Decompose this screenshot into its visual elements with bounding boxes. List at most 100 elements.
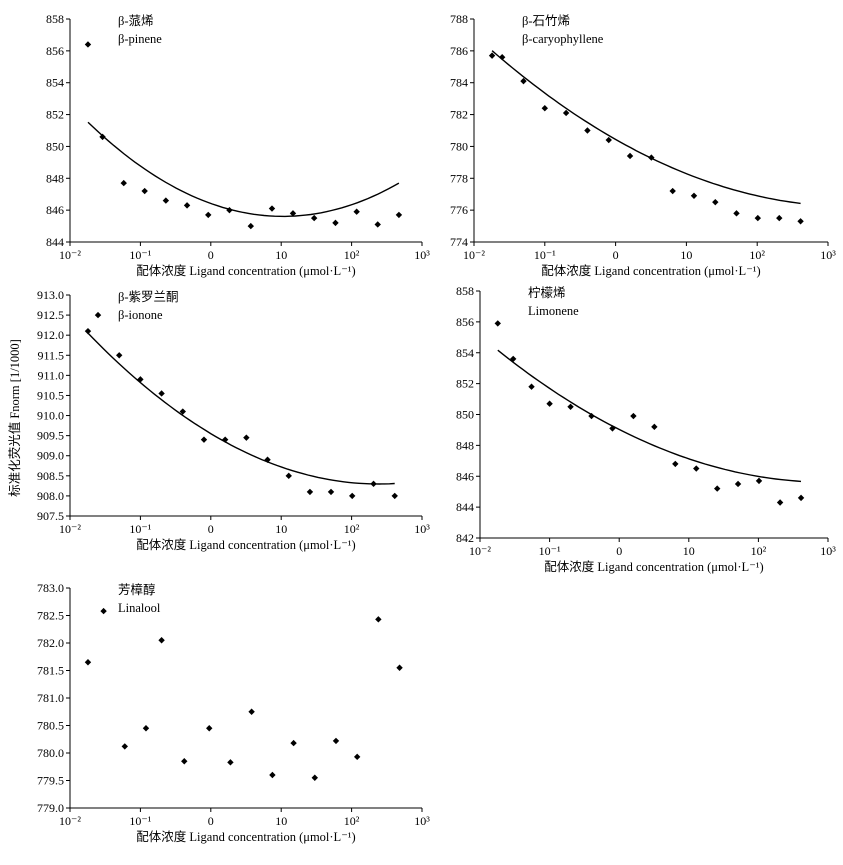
data-point [630,412,637,420]
x-tick-label: 10 [275,522,287,536]
data-point [588,412,595,420]
data-point [162,197,170,204]
x-axis-label: 配体浓度 Ligand concentration (μmol·L⁻¹) [136,829,355,844]
x-tick-label: 10³ [820,248,836,262]
data-point [84,41,92,48]
data-point [714,485,721,492]
data-point [116,352,123,359]
x-tick-label: 10 [275,248,287,262]
x-axis-label: 配体浓度 Ligand concentration (μmol·L⁻¹) [136,537,355,552]
data-point [227,759,234,766]
y-tick-label: 908.5 [37,469,64,483]
data-point [626,152,634,160]
chart-panel-3: 907.5 908.0 908.5 909.0 909.5 910.0 910.5 911.0… [37,288,430,552]
y-tick-label: 910.0 [37,409,64,423]
y-tick-label: 782 [450,108,468,122]
data-point [488,52,496,59]
data-point [332,219,339,227]
y-tick-label: 778 [450,171,468,185]
x-tick-label: 10⁻² [59,814,81,828]
y-tick-label: 842 [456,531,474,545]
data-point [776,214,783,222]
panel-title-cn: β-紫罗兰酮 [118,290,179,304]
data-point [375,616,382,623]
x-axis-label: 配体浓度 Ligand concentration (μmol·L⁻¹) [136,263,355,278]
y-tick-label: 856 [456,315,474,329]
data-point [370,480,377,488]
data-point [332,737,340,745]
data-point [290,739,297,747]
data-point [206,725,213,732]
chart-panel-1: 844 846 848 850 852 854 856 858 10⁻² 10⁻¹ 0 10 10² 10… [46,12,430,278]
panel-title-en: β-pinene [118,32,162,46]
data-point [672,460,679,468]
data-point [183,202,191,209]
data-point [669,187,676,195]
fit-curve [491,50,801,205]
data-point [395,211,403,219]
data-point [264,456,271,463]
data-point [158,637,165,644]
data-point [567,403,574,410]
x-tick-label: 10² [344,522,360,536]
y-tick-label: 850 [456,408,474,422]
data-point [269,771,276,779]
y-tick-label: 848 [456,438,474,452]
x-tick-label: 10⁻² [59,248,81,262]
data-point [651,423,658,431]
data-point [648,154,655,161]
data-point [605,136,612,144]
data-point [205,211,212,219]
y-tick-label: 850 [46,139,64,153]
x-tick-label: 10⁻² [469,544,491,558]
data-point [353,753,361,761]
data-point [396,664,403,671]
data-point [391,492,398,500]
x-tick-label: 10² [344,814,360,828]
data-point [247,222,255,230]
y-tick-label: 911.5 [37,348,64,362]
y-tick-label: 781.5 [37,664,64,678]
data-point [84,659,92,666]
x-tick-label: 0 [208,248,214,262]
data-point [797,218,804,225]
data-point [374,221,381,228]
data-point [311,774,318,781]
panel-title-en: Limonene [528,304,579,318]
data-point [158,390,165,397]
x-tick-label: 0 [616,544,622,558]
x-tick-label: 0 [208,522,214,536]
y-tick-label: 908.0 [37,489,64,503]
data-point [349,492,356,500]
data-point [755,477,763,485]
x-tick-label: 10⁻² [59,522,81,536]
y-tick-label: 848 [46,171,64,185]
data-point [546,400,553,407]
data-point [99,133,106,141]
data-point [248,708,255,715]
data-point [141,187,148,195]
y-tick-label: 779.0 [37,801,64,815]
x-tick-label: 10 [275,814,287,828]
x-axis-label: 配体浓度 Ligand concentration (μmol·L⁻¹) [541,263,760,278]
data-point [712,198,719,206]
data-point [498,54,506,61]
fit-curve [497,349,802,483]
x-tick-label: 10⁻¹ [534,248,556,262]
y-tick-label: 846 [46,203,64,217]
data-point [690,192,698,200]
x-tick-label: 0 [613,248,619,262]
data-point [734,480,742,488]
y-tick-label: 780 [450,139,468,153]
panel-title-cn: 芳樟醇 [118,582,156,597]
y-tick-label: 907.5 [37,509,64,523]
shared-y-axis-label: 标准化荧光值 Fnorm [1/1000] [7,339,22,497]
panel-title-en: Linalool [118,601,161,615]
data-point [310,214,318,222]
x-tick-label: 10² [344,248,360,262]
y-tick-label: 912.0 [37,328,64,342]
data-point [94,311,102,319]
data-point [541,105,548,112]
data-point [179,408,186,415]
data-point [693,465,700,472]
